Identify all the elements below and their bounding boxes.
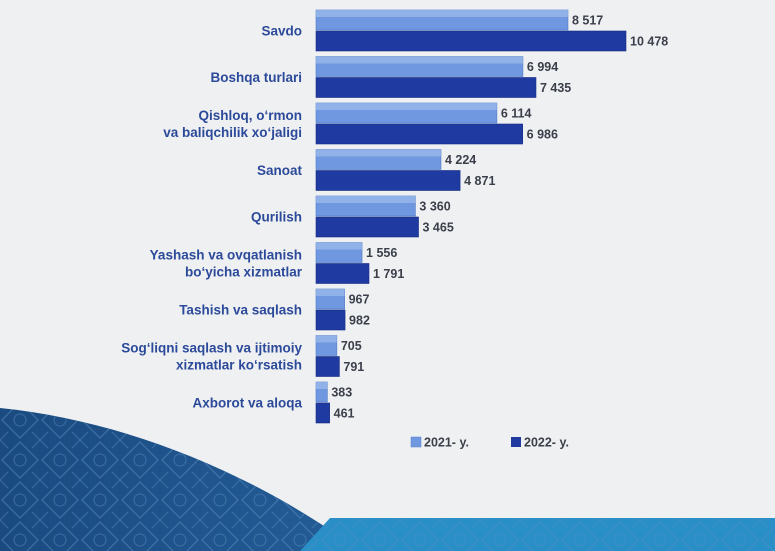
legend-swatch-2022 bbox=[511, 437, 521, 447]
bar-2022-6 bbox=[315, 309, 346, 331]
value-label-2021-8: 383 bbox=[331, 386, 352, 400]
category-label-8: Axborot va aloqa bbox=[192, 396, 302, 411]
bar-2022-2 bbox=[315, 123, 523, 145]
category-label-2-line-0: Qishloq, o‘rmon bbox=[199, 108, 303, 123]
value-label-2021-7: 705 bbox=[341, 339, 362, 353]
bar-highlight-6 bbox=[316, 289, 345, 296]
value-label-2022-6: 982 bbox=[349, 314, 370, 328]
bar-highlight-7 bbox=[316, 335, 337, 343]
bar-highlight-3 bbox=[316, 149, 441, 157]
value-label-2022-0: 10 478 bbox=[630, 35, 668, 49]
bar-2022-3 bbox=[315, 170, 461, 191]
legend-label-2021: 2021- y. bbox=[424, 436, 469, 450]
value-label-2021-4: 3 360 bbox=[419, 200, 450, 214]
category-label-5-line-0: Yashash va ovqatlanish bbox=[150, 248, 302, 263]
value-label-2022-8: 461 bbox=[334, 407, 355, 421]
category-label-4: Qurilish bbox=[251, 210, 302, 225]
bar-highlight-2 bbox=[316, 103, 497, 110]
value-label-2022-7: 791 bbox=[343, 360, 364, 374]
value-label-2021-5: 1 556 bbox=[366, 246, 397, 260]
value-label-2021-1: 6 994 bbox=[527, 60, 558, 74]
category-label-6: Tashish va saqlash bbox=[179, 303, 302, 318]
category-label-3: Sanoat bbox=[257, 163, 303, 178]
bar-highlight-4 bbox=[316, 196, 416, 203]
value-label-2022-4: 3 465 bbox=[423, 221, 454, 235]
legend-swatch-2021 bbox=[410, 436, 422, 448]
value-label-2021-2: 6 114 bbox=[501, 107, 532, 121]
value-label-2022-5: 1 791 bbox=[373, 267, 404, 281]
bar-2022-1 bbox=[315, 77, 537, 98]
legend-label-2022: 2022- y. bbox=[524, 436, 569, 450]
bar-2022-5 bbox=[315, 263, 370, 284]
bar-2022-0 bbox=[315, 30, 627, 52]
category-label-7-line-0: Sog‘liqni saqlash va ijtimoiy bbox=[121, 341, 302, 356]
value-label-2022-1: 7 435 bbox=[540, 81, 571, 95]
chart-legend: 2021- y. 2022- y. bbox=[410, 436, 569, 450]
bar-2022-7 bbox=[315, 356, 340, 377]
category-label-1: Boshqa turlari bbox=[210, 70, 302, 85]
value-label-2021-0: 8 517 bbox=[572, 14, 603, 28]
value-label-2022-3: 4 871 bbox=[464, 174, 495, 188]
category-label-7-line-1: xizmatlar ko‘rsatish bbox=[176, 358, 302, 373]
value-label-2021-3: 4 224 bbox=[445, 153, 476, 167]
bar-highlight-8 bbox=[316, 382, 328, 389]
bar-highlight-1 bbox=[316, 56, 523, 64]
category-label-2-line-1: va baliqchilik xo‘jaligi bbox=[163, 125, 302, 140]
value-label-2022-2: 6 986 bbox=[527, 128, 558, 142]
category-label-0: Savdo bbox=[261, 24, 302, 39]
value-label-2021-6: 967 bbox=[349, 293, 370, 307]
bar-2022-8 bbox=[315, 402, 330, 424]
bar-highlight-0 bbox=[316, 10, 568, 17]
category-label-5-line-1: bo‘yicha xizmatlar bbox=[185, 265, 303, 280]
bar-highlight-5 bbox=[316, 242, 363, 250]
bar-2022-4 bbox=[315, 216, 419, 238]
